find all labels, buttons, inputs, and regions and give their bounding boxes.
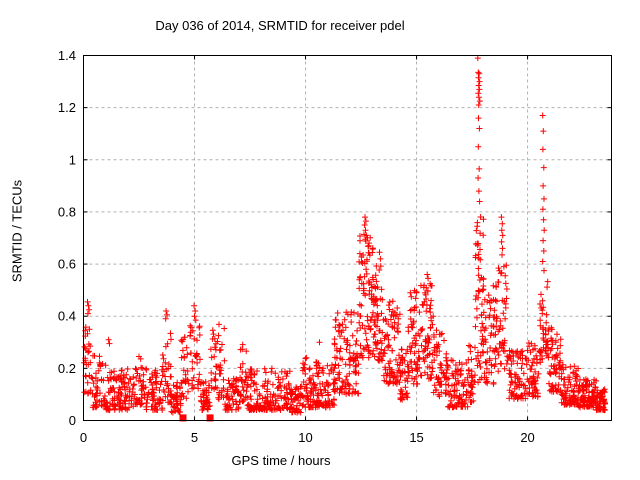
square-marker — [206, 414, 214, 422]
y-tick-label: 1.2 — [58, 100, 76, 115]
y-tick-label: 1.4 — [58, 48, 76, 63]
x-axis-label: GPS time / hours — [231, 453, 331, 468]
y-tick-label: 0.4 — [58, 309, 76, 324]
x-tick-label: 10 — [298, 430, 312, 445]
data-points — [81, 55, 608, 416]
square-marker — [179, 414, 187, 422]
x-tick-label: 0 — [80, 430, 87, 445]
y-tick-label: 1 — [69, 152, 76, 167]
plot-border — [83, 55, 612, 421]
x-tick-label: 20 — [520, 430, 534, 445]
x-tick-label: 15 — [409, 430, 423, 445]
y-tick-label: 0.2 — [58, 361, 76, 376]
chart-title: Day 036 of 2014, SRMTID for receiver pde… — [155, 18, 405, 33]
y-tick-label: 0.6 — [58, 257, 76, 272]
y-tick-label: 0 — [69, 413, 76, 428]
y-tick-label: 0.8 — [58, 204, 76, 219]
x-tick-label: 5 — [191, 430, 198, 445]
